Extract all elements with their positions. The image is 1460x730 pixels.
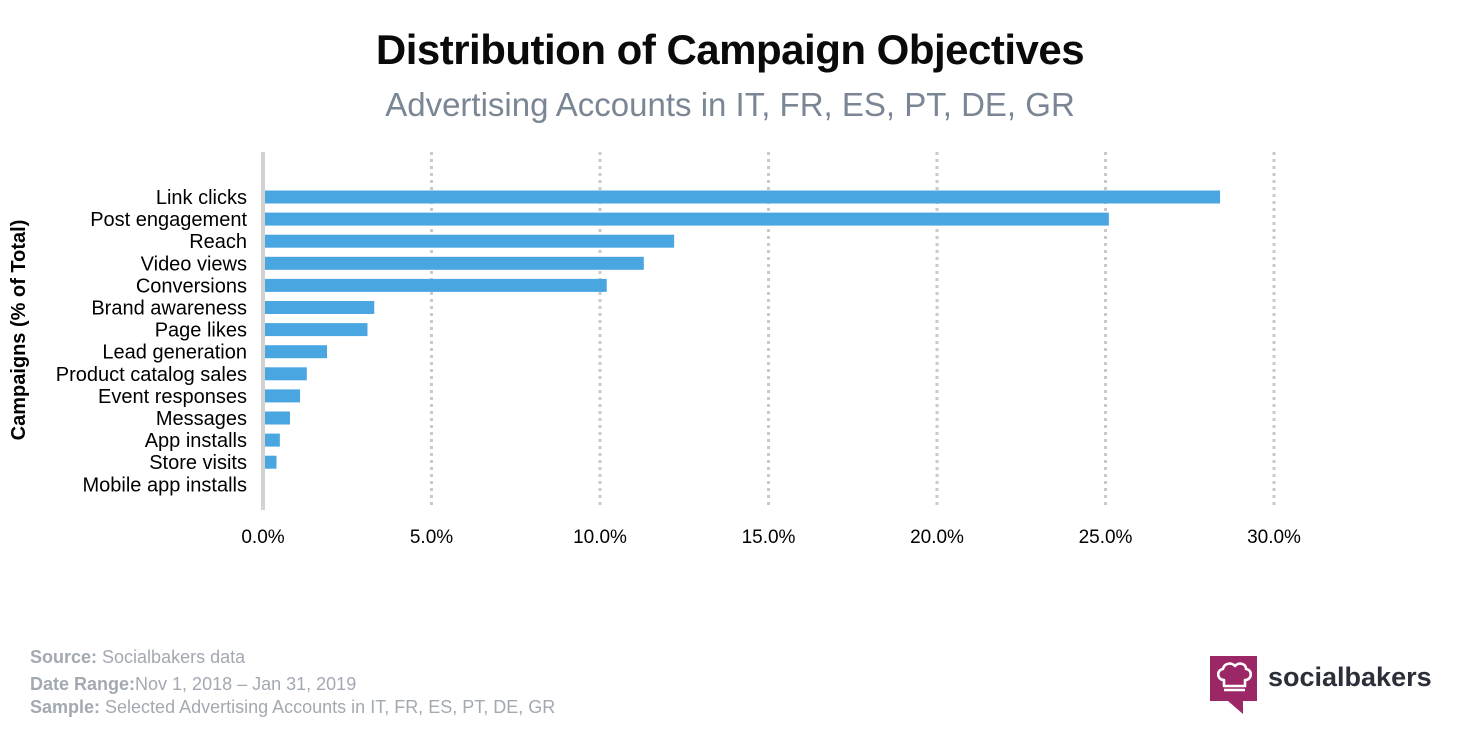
y-tick-label: Conversions <box>136 275 247 297</box>
source-line: Source: Socialbakers data <box>30 647 245 668</box>
bar <box>265 411 290 425</box>
y-tick-label: App installs <box>145 430 247 452</box>
bar <box>265 389 301 403</box>
logo-text: socialbakers <box>1268 662 1432 692</box>
x-tick-label: 10.0% <box>573 527 627 548</box>
chart-title: Distribution of Campaign Objectives <box>375 26 1085 73</box>
source-value: Socialbakers data <box>97 647 246 667</box>
source-label: Source: <box>30 647 98 667</box>
bar <box>265 433 280 447</box>
bar <box>265 367 307 381</box>
y-tick-label: Brand awareness <box>91 298 247 320</box>
bar <box>265 345 328 359</box>
x-tick-label: 0.0% <box>241 527 284 548</box>
x-tick-label: 5.0% <box>410 527 453 548</box>
y-tick-label: Post engagement <box>90 209 247 231</box>
y-tick-label: Reach <box>189 231 247 253</box>
y-tick-label: Page likes <box>155 320 247 342</box>
x-tick-label: 30.0% <box>1247 527 1301 548</box>
y-axis-title: Campaigns (% of Total) <box>8 220 30 441</box>
chart-subtitle: Advertising Accounts in IT, FR, ES, PT, … <box>385 86 1075 123</box>
bar <box>265 256 644 270</box>
x-tick-label: 25.0% <box>1079 527 1133 548</box>
bar <box>265 212 1109 226</box>
socialbakers-logo: socialbakers <box>1210 656 1440 716</box>
y-tick-label: Event responses <box>98 386 247 408</box>
bar <box>265 455 277 469</box>
sample-value: Selected Advertising Accounts in IT, FR,… <box>100 697 556 717</box>
sample-line: Sample: Selected Advertising Accounts in… <box>30 697 555 718</box>
x-tick-label: 15.0% <box>742 527 796 548</box>
y-tick-label: Mobile app installs <box>82 474 247 496</box>
y-tick-label: Lead generation <box>102 342 247 364</box>
y-tick-label: Product catalog sales <box>56 364 247 386</box>
y-tick-label: Video views <box>141 253 247 275</box>
y-tick-label: Store visits <box>149 452 247 474</box>
bar <box>265 301 375 314</box>
bar <box>265 190 1221 204</box>
bar-chart: 0.0% 5.0% 10.0% 15.0% 20.0% 25.0% 30.0% Link cl… <box>8 152 1301 548</box>
x-tick-label: 20.0% <box>910 527 964 548</box>
date-range-label: Date Range: <box>30 674 136 694</box>
bar <box>265 323 368 337</box>
date-range-line: Date Range:Nov 1, 2018 – Jan 31, 2019 <box>30 674 356 695</box>
chef-hat-speech-bubble-icon <box>1210 656 1257 714</box>
y-tick-label: Link clicks <box>156 187 247 209</box>
y-tick-label: Messages <box>156 408 247 430</box>
date-range-value: Nov 1, 2018 – Jan 31, 2019 <box>135 674 357 694</box>
sample-label: Sample: <box>30 697 101 717</box>
bar <box>265 234 675 248</box>
bar <box>265 278 607 292</box>
